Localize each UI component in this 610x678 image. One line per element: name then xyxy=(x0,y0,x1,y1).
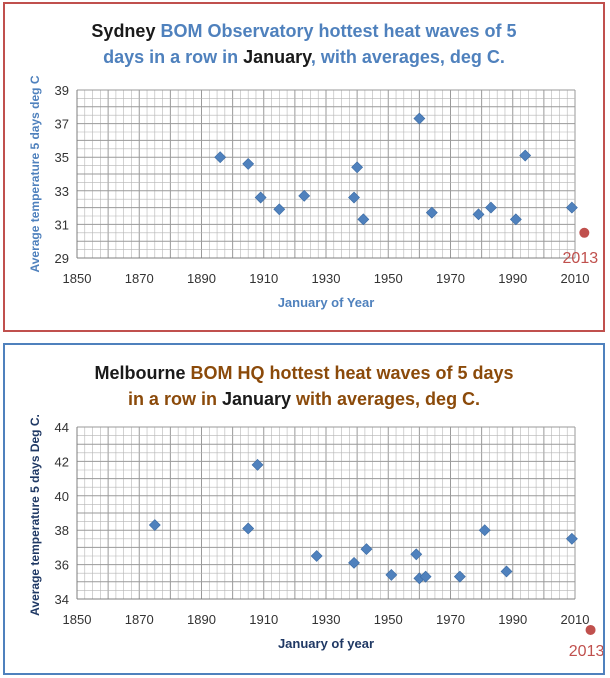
melbourne-data-point xyxy=(251,458,264,471)
melbourne-y-axis-label: Average temperature 5 days Deg C. xyxy=(28,414,42,616)
melbourne-y-tick-label: 42 xyxy=(55,454,69,469)
sydney-x-tick-label: 1890 xyxy=(187,271,216,286)
sydney-y-tick-label: 35 xyxy=(55,150,69,165)
sydney-data-point xyxy=(472,208,485,221)
sydney-x-tick-label: 1970 xyxy=(436,271,465,286)
melbourne-data-point xyxy=(453,570,466,583)
melbourne-data-point xyxy=(148,519,161,531)
sydney-x-tick-label: 1950 xyxy=(374,271,403,286)
sydney-chart: 1850 1870 1890 1910 1930 1950 1970 1990 2010 29 31… xyxy=(28,75,599,310)
sydney-data-point xyxy=(242,157,255,170)
melbourne-y-tick-label: 40 xyxy=(55,489,69,504)
sydney-data-point xyxy=(298,189,311,202)
melbourne-chart-panel: Melbourne BOM HQ hottest heat waves of 5… xyxy=(3,343,605,675)
sydney-title-part: , with averages, deg C. xyxy=(310,47,505,67)
sydney-data-point xyxy=(509,213,522,226)
sydney-y-tick-label: 39 xyxy=(55,83,69,98)
sydney-x-tick-label: 1850 xyxy=(63,271,92,286)
melbourne-x-tick-label: 1850 xyxy=(63,612,92,627)
melbourne-x-tick-label: 1870 xyxy=(125,612,154,627)
sydney-chart-title: Sydney BOM Observatory hottest heat wave… xyxy=(5,18,603,70)
melbourne-x-tick-label: 1970 xyxy=(436,612,465,627)
melbourne-x-tick-label: 1990 xyxy=(498,612,527,627)
sydney-data-point xyxy=(565,201,578,214)
sydney-y-tick-label: 29 xyxy=(55,251,69,266)
melbourne-title-part: January xyxy=(221,389,291,409)
sydney-title-part: BOM Observatory hottest heat waves of 5 xyxy=(160,21,517,41)
melbourne-title-part: with averages, deg C. xyxy=(291,389,481,409)
sydney-chart-panel: Sydney BOM Observatory hottest heat wave… xyxy=(3,2,605,332)
melbourne-data-point xyxy=(410,548,423,561)
sydney-x-tick-label: 1930 xyxy=(312,271,341,286)
melbourne-data-point xyxy=(310,550,323,562)
melbourne-data-point xyxy=(242,522,255,535)
melbourne-x-tick-label: 2010 xyxy=(561,612,590,627)
melbourne-data-point xyxy=(385,568,398,581)
sydney-x-axis-label: January of Year xyxy=(278,295,375,310)
melbourne-2013-label: 2013 xyxy=(569,643,603,660)
melbourne-title-part: BOM HQ hottest heat waves of 5 days xyxy=(190,363,514,383)
sydney-gridlines xyxy=(76,89,576,259)
sydney-y-tick-label: 31 xyxy=(55,217,69,232)
melbourne-y-tick-label: 44 xyxy=(55,420,69,435)
melbourne-data-point xyxy=(419,570,432,583)
melbourne-x-tick-label: 1930 xyxy=(312,612,341,627)
sydney-data-point xyxy=(351,161,364,174)
melbourne-x-tick-label: 1890 xyxy=(187,612,216,627)
sydney-data-point xyxy=(519,149,532,162)
melbourne-chart-title: Melbourne BOM HQ hottest heat waves of 5… xyxy=(5,360,603,412)
melbourne-x-tick-label: 1950 xyxy=(374,612,403,627)
melbourne-data-point xyxy=(500,565,513,578)
melbourne-y-tick-label: 36 xyxy=(55,558,69,573)
sydney-data-point xyxy=(413,112,426,125)
sydney-data-point xyxy=(425,206,438,219)
sydney-title-part: January xyxy=(243,47,311,67)
sydney-title-part: Sydney xyxy=(91,21,161,41)
sydney-data-point xyxy=(485,201,497,214)
sydney-x-tick-label: 1990 xyxy=(498,271,527,286)
melbourne-y-tick-label: 38 xyxy=(55,523,69,538)
sydney-data-point xyxy=(273,203,286,216)
sydney-y-tick-label: 33 xyxy=(55,184,69,199)
melbourne-gridlines xyxy=(76,426,576,600)
sydney-x-tick-label: 1910 xyxy=(249,271,278,286)
melbourne-data-point xyxy=(348,556,360,569)
melbourne-y-tick-label: 34 xyxy=(55,592,69,607)
melbourne-x-tick-label: 1910 xyxy=(249,612,278,627)
sydney-data-point xyxy=(357,213,370,226)
melbourne-title-part: in a row in xyxy=(127,389,222,409)
sydney-x-tick-label: 1870 xyxy=(125,271,154,286)
melbourne-data-point xyxy=(360,543,373,556)
melbourne-2013-point xyxy=(585,624,596,635)
sydney-data-point xyxy=(348,191,360,204)
melbourne-data-point xyxy=(565,532,578,545)
sydney-title-part: days in a row in xyxy=(103,47,244,67)
sydney-2013-point xyxy=(579,227,590,238)
sydney-y-axis-label: Average temperature 5 days deg C xyxy=(28,75,42,272)
melbourne-data-point xyxy=(478,524,491,537)
melbourne-title-part: Melbourne xyxy=(94,363,191,383)
sydney-2013-label: 2013 xyxy=(563,250,599,267)
sydney-data-point xyxy=(214,151,227,164)
melbourne-x-axis-label: January of year xyxy=(278,636,374,651)
sydney-data-point xyxy=(254,191,267,204)
sydney-x-tick-label: 2010 xyxy=(561,271,590,286)
melbourne-chart: 1850 1870 1890 1910 1930 1950 1970 1990 2010 34 36… xyxy=(28,414,603,660)
sydney-y-tick-label: 37 xyxy=(55,117,69,132)
